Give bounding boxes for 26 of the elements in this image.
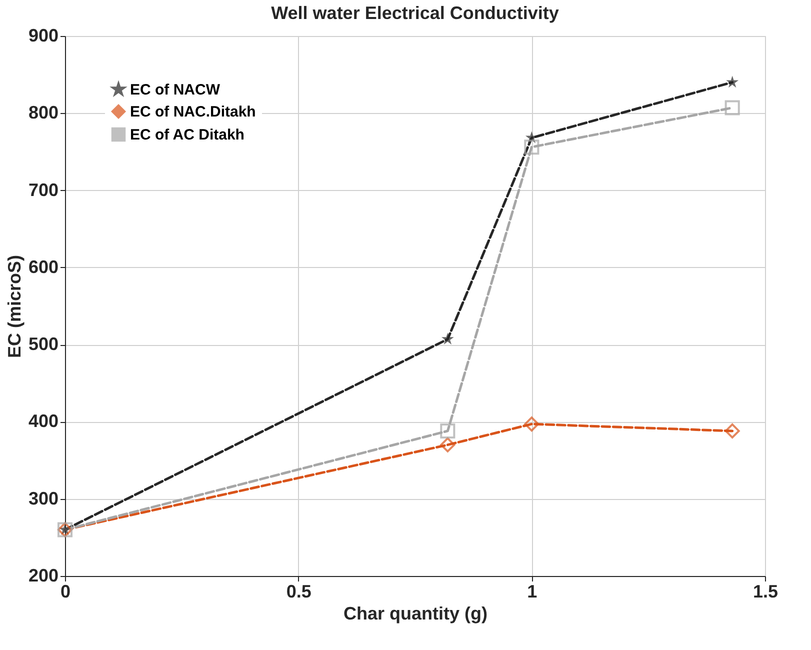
y-tick-label: 800	[28, 102, 58, 123]
point	[524, 140, 540, 155]
chart-title: Well water Electrical Conductivity	[271, 3, 559, 23]
y-tick-label: 500	[28, 334, 58, 354]
point	[524, 416, 540, 432]
point	[724, 100, 740, 116]
point	[724, 423, 740, 438]
legend-label: EC of NACW	[130, 82, 221, 98]
y-tick-label: 600	[28, 256, 58, 277]
x-tick-label: 0	[60, 582, 71, 602]
legend-label: EC of AC Ditakh	[130, 126, 244, 144]
point	[726, 76, 739, 88]
y-axis-title: EC (microS)	[4, 254, 24, 358]
point	[440, 423, 456, 438]
point	[441, 332, 454, 344]
y-tick-label: 400	[28, 411, 58, 432]
point	[440, 437, 456, 452]
x-tick-label: 1	[527, 582, 538, 602]
y-tick-label: 200	[28, 566, 58, 586]
y-tick-label: 300	[28, 488, 58, 508]
x-tick-label: 1.5	[752, 582, 778, 602]
y-tick-label: 700	[28, 180, 58, 200]
x-axis-title: Char quantity (g)	[344, 604, 488, 624]
x-tick-label: 0.5	[286, 582, 312, 602]
y-tick-label: 900	[28, 26, 58, 46]
legend-label: EC of NAC.Ditakh	[130, 104, 256, 120]
